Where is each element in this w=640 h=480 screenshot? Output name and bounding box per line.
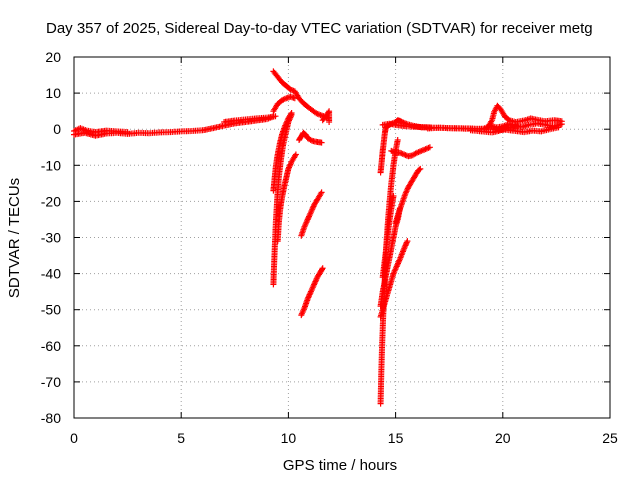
x-tick-label: 20 (495, 430, 511, 446)
plus-markers (298, 265, 326, 319)
data-trace (467, 123, 521, 136)
data-marks (71, 68, 565, 407)
chart-title: Day 357 of 2025, Sidereal Day-to-day VTE… (46, 20, 593, 37)
data-trace (379, 193, 397, 281)
data-trace (270, 110, 295, 194)
plus-markers (71, 125, 131, 136)
plus-markers (270, 110, 295, 194)
plot-frame (73, 56, 611, 419)
data-trace (221, 113, 279, 125)
plus-markers (377, 238, 411, 320)
plus-markers (270, 93, 298, 115)
plus-markers (296, 129, 325, 146)
data-trace (377, 238, 411, 320)
plus-markers (388, 144, 433, 160)
y-tick-label: -80 (41, 410, 61, 426)
y-tick-label: -30 (41, 230, 61, 246)
plus-markers (274, 151, 299, 245)
gridlines (74, 57, 610, 418)
y-tick-label: -50 (41, 302, 61, 318)
plus-markers (221, 113, 279, 125)
plus-markers (379, 193, 397, 281)
plus-markers (392, 165, 424, 227)
y-tick-label: -70 (41, 374, 61, 390)
data-trace (298, 265, 326, 319)
data-trace (298, 189, 325, 239)
x-tick-label: 0 (70, 430, 78, 446)
y-tick-label: -40 (41, 266, 61, 282)
x-tick-labels: 0 5 10 15 20 25 (70, 430, 618, 446)
y-tick-label: -60 (41, 338, 61, 354)
data-trace (388, 144, 433, 160)
data-trace (71, 125, 131, 136)
y-tick-label: -10 (41, 157, 61, 173)
data-trace (296, 129, 325, 146)
x-tick-label: 25 (602, 430, 618, 446)
data-trace (319, 108, 333, 125)
plus-markers (467, 123, 521, 136)
y-tick-labels: 20 10 0 -10 -20 -30 -40 -50 -60 -70 -80 (41, 49, 61, 426)
plus-markers (298, 189, 325, 239)
plus-markers (319, 108, 333, 125)
x-tick-label: 5 (177, 430, 185, 446)
y-axis-title: SDTVAR / TECUs (6, 178, 23, 298)
x-axis-title: GPS time / hours (283, 457, 397, 474)
y-tick-label: 20 (45, 49, 61, 65)
data-trace (274, 151, 299, 245)
data-trace (270, 93, 298, 115)
x-tick-label: 15 (388, 430, 404, 446)
plus-markers (270, 68, 332, 121)
y-tick-label: 10 (45, 85, 61, 101)
y-tick-label: -20 (41, 193, 61, 209)
data-trace (392, 165, 424, 227)
x-tick-label: 10 (281, 430, 297, 446)
data-trace (270, 68, 332, 121)
y-tick-label: 0 (53, 121, 61, 137)
